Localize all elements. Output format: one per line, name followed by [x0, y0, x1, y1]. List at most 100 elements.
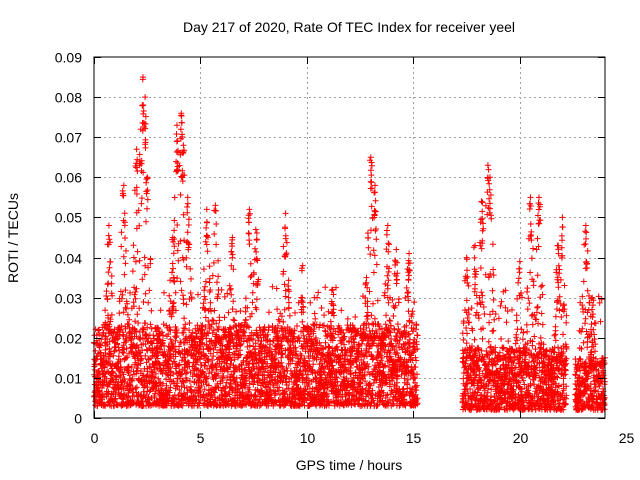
data-point — [244, 337, 251, 344]
data-point — [487, 270, 494, 277]
data-point — [556, 307, 563, 314]
data-point — [144, 205, 150, 212]
data-point — [255, 372, 261, 378]
data-point — [475, 315, 482, 322]
data-point — [130, 242, 137, 249]
data-point — [552, 337, 559, 344]
data-point — [201, 386, 208, 393]
data-point — [148, 307, 155, 314]
data-point — [368, 227, 374, 234]
data-point — [105, 269, 112, 276]
data-point — [133, 384, 140, 391]
data-point — [524, 328, 531, 335]
data-point — [267, 386, 274, 393]
data-point — [118, 295, 125, 302]
data-point — [539, 321, 546, 328]
data-point — [367, 251, 374, 258]
data-point — [490, 327, 497, 334]
data-point — [151, 374, 158, 381]
data-point — [498, 336, 505, 342]
data-point — [163, 382, 170, 389]
data-point — [202, 306, 209, 313]
data-point — [252, 345, 259, 352]
data-point — [478, 289, 485, 296]
data-point — [185, 222, 192, 228]
data-point — [219, 377, 226, 383]
data-point — [279, 363, 286, 370]
data-point — [202, 352, 208, 359]
data-point — [138, 355, 145, 362]
data-point — [147, 256, 154, 263]
data-point — [530, 245, 536, 252]
data-point — [169, 260, 176, 267]
data-point — [118, 322, 125, 329]
data-point — [99, 385, 105, 391]
data-point — [268, 394, 275, 401]
data-point — [116, 310, 123, 317]
data-point — [291, 327, 298, 334]
data-point — [118, 243, 125, 250]
data-point — [174, 330, 180, 336]
data-point — [513, 312, 520, 319]
data-point — [186, 320, 193, 326]
data-point — [278, 342, 285, 349]
data-point — [178, 383, 185, 390]
data-point — [129, 375, 136, 382]
data-point — [296, 334, 302, 341]
data-point — [160, 332, 167, 339]
data-point — [132, 289, 139, 295]
data-point — [281, 306, 288, 313]
data-point — [210, 388, 217, 395]
data-point — [246, 324, 252, 331]
data-point — [122, 304, 129, 311]
data-point — [156, 336, 162, 343]
data-point — [250, 271, 257, 278]
data-point — [112, 395, 119, 402]
data-point — [175, 362, 182, 369]
data-point — [322, 284, 329, 291]
data-point — [266, 309, 272, 316]
data-point — [202, 314, 209, 321]
data-point — [217, 346, 223, 353]
data-point — [249, 289, 256, 296]
data-point — [246, 386, 253, 393]
data-point — [144, 384, 151, 391]
data-point — [144, 196, 151, 203]
data-point — [495, 315, 502, 322]
data-point — [116, 347, 123, 354]
data-point — [118, 229, 125, 236]
data-point — [120, 253, 127, 260]
data-point — [551, 332, 558, 339]
data-point — [411, 299, 418, 306]
data-point — [534, 235, 541, 242]
data-point — [246, 342, 253, 349]
data-point — [185, 244, 192, 251]
data-point — [126, 367, 132, 374]
data-point — [203, 335, 210, 342]
data-point — [285, 299, 292, 306]
data-point — [460, 336, 467, 343]
data-point — [215, 273, 222, 280]
data-point — [282, 293, 289, 300]
data-point — [233, 375, 240, 382]
data-point — [189, 329, 196, 336]
data-point — [238, 365, 245, 372]
data-point — [280, 318, 287, 325]
data-point — [119, 395, 125, 402]
data-point — [224, 290, 231, 297]
data-point — [220, 373, 227, 379]
data-point — [152, 390, 158, 397]
data-point — [311, 310, 318, 317]
data-point — [209, 272, 216, 279]
data-point — [464, 315, 471, 321]
data-point — [410, 340, 417, 347]
data-point — [171, 227, 178, 234]
data-point — [368, 312, 375, 319]
data-point — [227, 285, 234, 292]
data-point — [491, 316, 498, 323]
data-point — [120, 371, 127, 378]
data-point — [123, 345, 130, 352]
data-point — [108, 280, 115, 287]
data-point — [204, 366, 211, 372]
data-point — [534, 303, 541, 310]
